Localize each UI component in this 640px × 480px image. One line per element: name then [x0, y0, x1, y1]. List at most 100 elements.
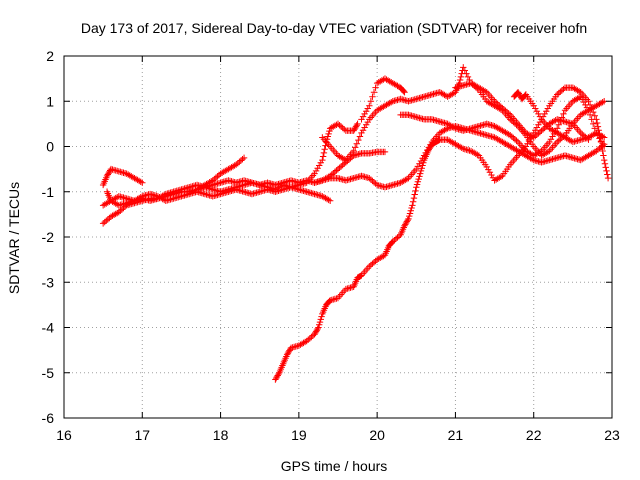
data-point [352, 123, 360, 130]
data-point [283, 351, 291, 358]
data-point [412, 187, 419, 195]
data-point [311, 331, 318, 338]
data-point [544, 148, 552, 156]
data-point [600, 134, 608, 141]
grid [64, 56, 612, 418]
data-point [460, 64, 467, 71]
data-point [410, 194, 418, 202]
data-point [402, 219, 410, 227]
x-axis-label: GPS time / hours [281, 458, 388, 474]
data-point [408, 204, 415, 212]
data-point [337, 163, 345, 170]
data-point [334, 165, 342, 173]
data-point [555, 137, 562, 144]
data-point [367, 261, 375, 269]
data-point [406, 212, 413, 220]
data-point [600, 156, 608, 164]
data-point [557, 88, 564, 95]
data-point [341, 126, 348, 133]
data-point [369, 93, 376, 100]
data-point [405, 215, 412, 223]
data-point [508, 133, 515, 140]
x-tick-label: 19 [291, 427, 307, 443]
data-point [469, 81, 476, 88]
data-point [590, 120, 597, 128]
data-point [339, 161, 346, 169]
data-point [285, 348, 292, 356]
axis-ticks: 16 17 18 19 20 21 22 23 -6 -5 -4 -3 -2 -1 0 1 2 [42, 48, 620, 443]
data-point [212, 174, 220, 181]
data-point [99, 220, 107, 227]
data-point [585, 107, 592, 114]
data-point [471, 82, 478, 90]
data-point [599, 98, 606, 106]
y-tick-label: 1 [46, 93, 54, 109]
data-point [541, 110, 548, 118]
data-point [555, 121, 562, 128]
y-tick-label: -5 [42, 365, 55, 381]
data-point [312, 329, 319, 337]
data-point [599, 140, 606, 147]
data-point [325, 130, 332, 138]
data-point [458, 144, 465, 152]
data-point [510, 134, 517, 142]
data-point [535, 121, 542, 128]
y-axis-label: SDTVAR / TECUs [6, 182, 22, 294]
data-point [372, 84, 379, 91]
data-point [311, 170, 318, 177]
data-point [117, 207, 124, 214]
data-point [413, 184, 420, 191]
data-point [533, 124, 541, 131]
data-point [303, 337, 310, 345]
data-point [513, 137, 520, 144]
data-point [474, 151, 481, 158]
data-point [234, 160, 241, 167]
data-point [511, 120, 519, 127]
data-point [401, 222, 408, 229]
data-point [535, 110, 542, 118]
data-point [104, 171, 112, 178]
data-point [593, 147, 600, 155]
data-point [364, 105, 371, 112]
data-point [312, 328, 320, 335]
chart-title: Day 173 of 2017, Sidereal Day-to-day VTE… [81, 20, 587, 36]
data-point [603, 167, 610, 175]
data-point [599, 133, 606, 140]
data-point [532, 127, 539, 134]
data-point [358, 129, 365, 137]
y-tick-label: -2 [42, 229, 55, 245]
data-point [336, 164, 343, 171]
data-point [544, 105, 552, 112]
y-tick-label: -1 [42, 184, 55, 200]
series-track-6 [311, 122, 608, 191]
data-point [514, 89, 522, 96]
data-point [507, 131, 514, 139]
y-tick-label: -3 [42, 274, 55, 290]
data-point [497, 173, 505, 181]
data-point [316, 162, 323, 169]
data-point [530, 102, 537, 109]
data-point [361, 110, 368, 118]
data-point [400, 88, 407, 95]
data-point [575, 88, 583, 95]
data-point [508, 117, 515, 124]
data-point [411, 191, 418, 198]
data-point [600, 152, 607, 159]
data-point [414, 163, 422, 170]
data-point [284, 350, 292, 357]
data-point [353, 122, 360, 129]
data-point [530, 129, 537, 137]
data-point [579, 96, 586, 103]
data-point [420, 159, 427, 166]
data-point [359, 113, 367, 120]
y-tick-label: -4 [42, 320, 55, 336]
data-point [586, 111, 594, 119]
data-point [331, 168, 339, 176]
data-point [286, 347, 293, 354]
data-point [594, 146, 602, 153]
x-tick-label: 21 [448, 427, 464, 443]
data-point [273, 373, 281, 381]
data-point [314, 165, 321, 172]
data-point [417, 170, 424, 177]
data-point [585, 98, 592, 105]
